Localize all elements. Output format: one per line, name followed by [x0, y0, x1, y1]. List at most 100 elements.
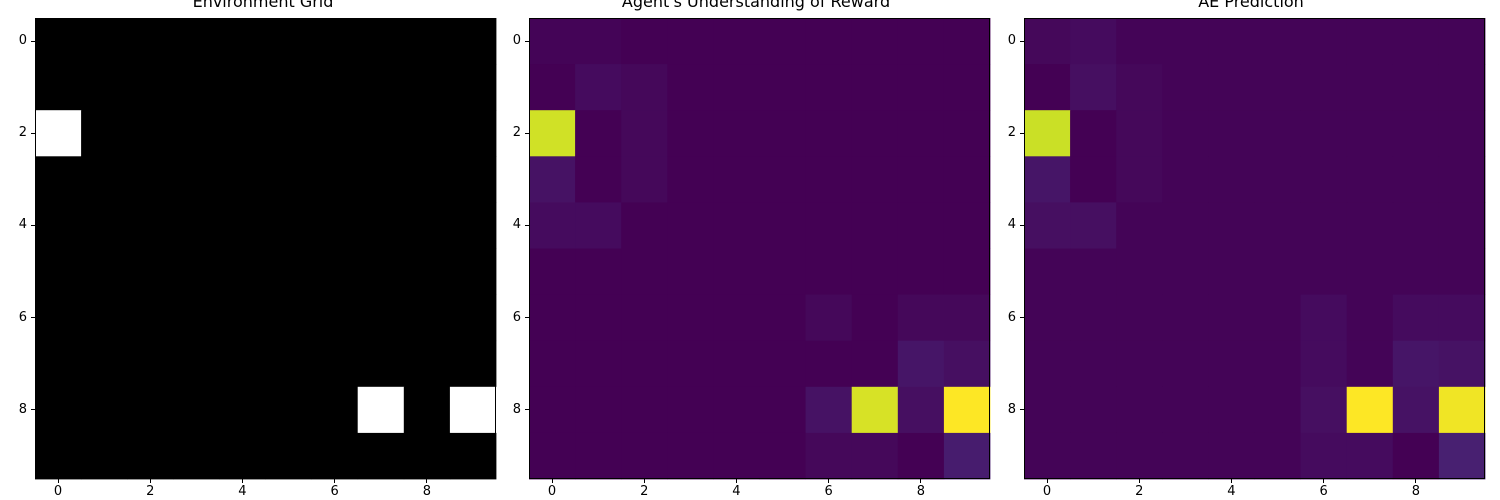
x-tick-label: 2 [1135, 484, 1144, 499]
heatmap-cell-r9-c4 [219, 432, 266, 480]
heatmap-cell-r5-c4 [713, 248, 760, 295]
heatmap-cell-r0-c7 [1346, 18, 1394, 65]
y-tick-label: 8 [1007, 401, 1016, 417]
heatmap-cell-r9-c0 [35, 432, 82, 480]
heatmap-cell-r0-c0 [35, 18, 82, 65]
heatmap-cell-r1-c7 [357, 64, 405, 111]
y-tick-mark [31, 132, 35, 134]
heatmap-cells [35, 18, 497, 480]
heatmap-cell-r3-c3 [1162, 156, 1209, 203]
heatmap-cell-r7-c2 [1116, 340, 1163, 388]
heatmap-cell-r3-c1 [1070, 156, 1117, 203]
heatmap-cell-r0-c5 [759, 18, 806, 65]
heatmap-cell-r9-c2 [1116, 432, 1163, 480]
heatmap-cell-r0-c1 [575, 18, 622, 65]
heatmap-cell-r5-c2 [127, 248, 174, 295]
y-tick-mark [525, 409, 529, 411]
heatmap-cell-r1-c0 [35, 64, 82, 111]
heatmap-cell-r9-c1 [575, 432, 622, 480]
heatmap-cell-r3-c8 [403, 156, 451, 203]
heatmap-cell-r0-c3 [173, 18, 220, 65]
x-tick-mark [1138, 479, 1140, 483]
heatmap-cell-r0-c4 [219, 18, 266, 65]
heatmap-cell-r5-c1 [81, 248, 128, 295]
heatmap-cell-r9-c6 [805, 432, 853, 480]
heatmap-cell-r7-c2 [621, 340, 668, 388]
panel-environment-grid: Environment Grid 0 2 4 6 8 0 2 4 6 8 [19, 0, 498, 500]
y-tick-label: 6 [1007, 309, 1016, 325]
heatmap-cells [1024, 18, 1486, 480]
x-tick-label: 2 [146, 484, 155, 499]
heatmap-cell-r0-c7 [357, 18, 405, 65]
heatmap-cell-r6-c3 [173, 294, 220, 342]
heatmap-cell-r9-c8 [897, 432, 945, 480]
heatmap-cell-r6-c9 [1438, 294, 1486, 342]
heatmap-cell-r6-c8 [897, 294, 945, 342]
heatmap-cell-r8-c0 [529, 386, 576, 434]
heatmap-cell-r9-c6 [1300, 432, 1348, 480]
heatmap-cell-r1-c2 [621, 64, 668, 111]
heatmap-cell-r9-c3 [1162, 432, 1209, 480]
heatmap-cell-r2-c0 [1024, 110, 1071, 157]
heatmap-cell-r5-c7 [851, 248, 899, 295]
heatmap-cell-r7-c0 [1024, 340, 1071, 388]
heatmap-cell-r1-c9 [449, 64, 497, 111]
x-tick-mark [551, 479, 553, 483]
heatmap-cell-r5-c6 [805, 248, 853, 295]
heatmap-cell-r2-c9 [1438, 110, 1486, 157]
heatmap-cell-r1-c4 [713, 64, 760, 111]
heatmap-cell-r6-c6 [1300, 294, 1348, 342]
heatmap-cell-r0-c2 [621, 18, 668, 65]
heatmap-cell-r0-c8 [403, 18, 451, 65]
heatmap-cell-r1-c9 [1438, 64, 1486, 111]
heatmap-cell-r9-c0 [529, 432, 576, 480]
heatmap-cell-r5-c8 [1392, 248, 1440, 295]
chart-title: Environment Grid [192, 0, 334, 11]
y-tick-label: 8 [18, 401, 27, 417]
heatmap-cell-r4-c8 [1392, 202, 1440, 249]
heatmap-cell-r3-c6 [805, 156, 853, 203]
heatmap-cell-r4-c3 [667, 202, 714, 249]
x-tick-mark [1415, 479, 1417, 483]
heatmap-cell-r3-c7 [357, 156, 405, 203]
heatmap-cell-r9-c4 [713, 432, 760, 480]
heatmap-cell-r3-c8 [1392, 156, 1440, 203]
heatmap-cell-r6-c1 [575, 294, 622, 342]
heatmap-cell-r6-c5 [265, 294, 312, 342]
heatmap-cell-r3-c4 [1208, 156, 1255, 203]
heatmap-cell-r1-c6 [1300, 64, 1348, 111]
heatmap-cell-r5-c9 [943, 248, 991, 295]
chart-title: AE Prediction [1198, 0, 1304, 11]
heatmap-cell-r0-c8 [1392, 18, 1440, 65]
heatmap-cell-r4-c1 [1070, 202, 1117, 249]
heatmap-cell-r3-c5 [1254, 156, 1301, 203]
heatmap-cell-r4-c0 [529, 202, 576, 249]
heatmap-cell-r0-c6 [1300, 18, 1348, 65]
heatmap-cell-r1-c1 [575, 64, 622, 111]
heatmap-cell-r3-c3 [667, 156, 714, 203]
heatmap-cell-r2-c3 [667, 110, 714, 157]
heatmap-cell-r8-c5 [265, 386, 312, 434]
heatmap-cell-r9-c2 [621, 432, 668, 480]
heatmap-cell-r3-c4 [219, 156, 266, 203]
heatmap-cell-r5-c5 [265, 248, 312, 295]
x-tick-mark [334, 479, 336, 483]
x-tick-label: 4 [1227, 484, 1236, 499]
heatmap-cell-r3-c1 [81, 156, 128, 203]
heatmap-cell-r9-c9 [943, 432, 991, 480]
heatmap-cell-r6-c6 [311, 294, 359, 342]
heatmap-cell-r4-c6 [805, 202, 853, 249]
heatmap-cell-r0-c2 [1116, 18, 1163, 65]
heatmap-cell-r6-c5 [1254, 294, 1301, 342]
x-tick-mark [828, 479, 830, 483]
heatmap-cell-r5-c7 [1346, 248, 1394, 295]
y-tick-label: 6 [18, 309, 27, 325]
heatmap-cell-r7-c5 [759, 340, 806, 388]
heatmap-cell-r1-c3 [173, 64, 220, 111]
heatmap-cell-r0-c5 [265, 18, 312, 65]
heatmap-cell-r6-c9 [943, 294, 991, 342]
heatmap-cell-r5-c0 [1024, 248, 1071, 295]
heatmap-cell-r3-c9 [449, 156, 497, 203]
x-tick-label: 6 [824, 484, 833, 499]
heatmap-cell-r0-c1 [1070, 18, 1117, 65]
